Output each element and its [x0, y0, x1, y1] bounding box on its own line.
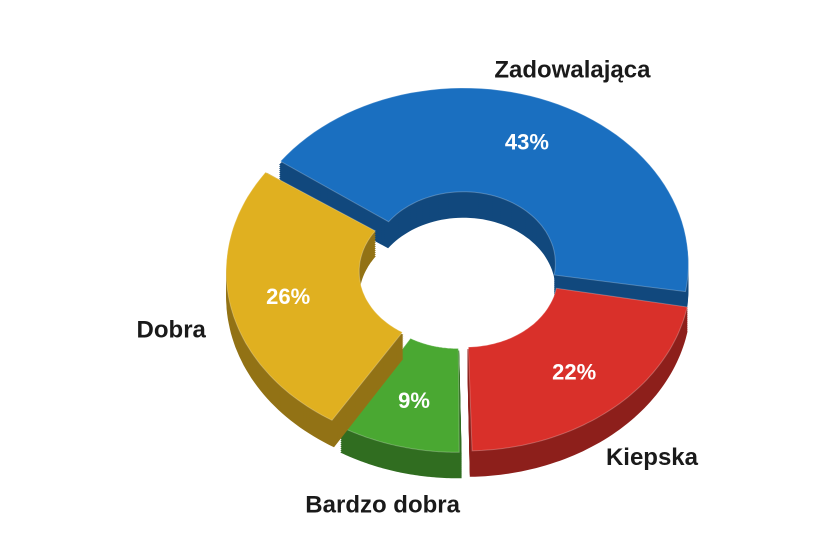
value-label: 43%: [505, 129, 549, 154]
segment-top: [341, 337, 460, 453]
value-label: 22%: [552, 360, 596, 385]
category-label: Kiepska: [606, 444, 699, 471]
value-label: 9%: [398, 388, 430, 413]
segment-top: [279, 87, 689, 293]
segment: [340, 337, 462, 479]
category-label: Zadowalająca: [494, 57, 651, 84]
segment-top: [225, 171, 404, 421]
category-label: Dobra: [137, 316, 207, 343]
segment: [467, 287, 688, 477]
segment-top: [467, 287, 688, 452]
segment: [279, 87, 689, 320]
category-label: Bardzo dobra: [305, 491, 460, 518]
segment: [225, 171, 404, 448]
value-label: 26%: [266, 284, 310, 309]
